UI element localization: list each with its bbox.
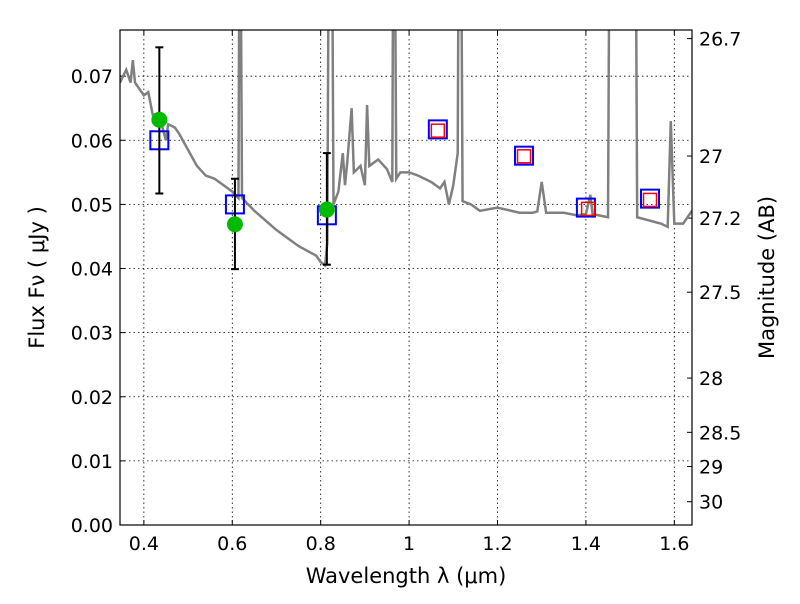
right-tick-label: 27.2 bbox=[699, 208, 741, 230]
model-nir-square bbox=[580, 201, 596, 217]
y-tick-label: 0.05 bbox=[71, 194, 113, 216]
model-photometry-square bbox=[640, 188, 661, 209]
x-tick-label: 1.2 bbox=[482, 533, 512, 555]
x-tick-label: 0.6 bbox=[217, 533, 247, 555]
right-tick-label: 28 bbox=[699, 368, 723, 390]
y-tick-label: 0.02 bbox=[71, 387, 113, 409]
model-nir-square bbox=[642, 192, 658, 208]
model-nir-square bbox=[516, 149, 532, 164]
y-tick-label: 0.07 bbox=[71, 66, 113, 88]
right-tick-label: 30 bbox=[699, 492, 723, 514]
x-tick-label: 1 bbox=[403, 533, 415, 555]
right-tick-label: 26.7 bbox=[699, 29, 741, 51]
right-axis-label: Magnitude (AB) bbox=[755, 196, 779, 359]
observed-point bbox=[151, 111, 168, 128]
right-tick-label: 29 bbox=[699, 457, 723, 479]
y-tick-label: 0.04 bbox=[71, 259, 113, 281]
x-tick-label: 0.4 bbox=[129, 533, 159, 555]
y-tick-label: 0.06 bbox=[71, 130, 113, 152]
x-tick-label: 1.6 bbox=[659, 533, 689, 555]
x-tick-label: 0.8 bbox=[306, 533, 336, 555]
y-axis-label: Flux Fν ( μJy ) bbox=[25, 206, 49, 349]
x-tick-label: 1.4 bbox=[571, 533, 601, 555]
spectrum-line bbox=[120, 30, 692, 268]
y-tick-label: 0.03 bbox=[71, 323, 113, 345]
x-axis-label: Wavelength λ (μm) bbox=[306, 564, 507, 588]
model-nir-square bbox=[430, 123, 446, 138]
model-photometry-square bbox=[427, 119, 448, 140]
model-photometry-square bbox=[514, 145, 535, 166]
right-tick-label: 27.5 bbox=[699, 282, 741, 304]
y-tick-label: 0.00 bbox=[71, 515, 113, 537]
right-tick-label: 27 bbox=[699, 146, 723, 168]
observed-point bbox=[318, 201, 335, 218]
observed-point bbox=[226, 216, 243, 233]
y-tick-label: 0.01 bbox=[71, 451, 113, 473]
right-tick-label: 28.5 bbox=[699, 422, 741, 444]
axes-frame bbox=[119, 29, 693, 526]
